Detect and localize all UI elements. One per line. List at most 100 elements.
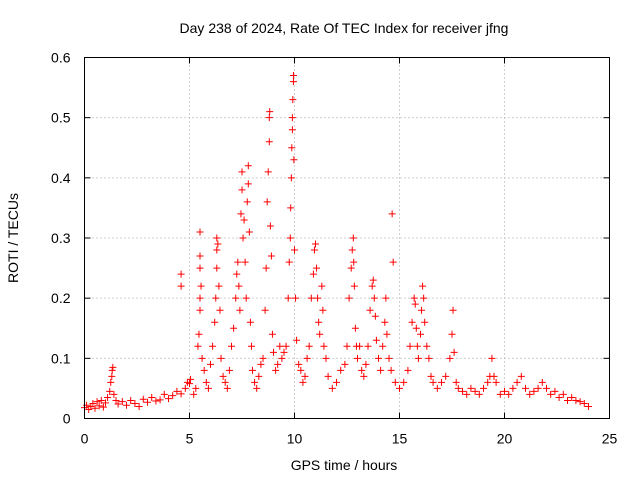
data-point <box>244 162 252 170</box>
data-point <box>118 398 126 406</box>
x-tick-label: 25 <box>602 431 618 447</box>
data-point <box>377 366 385 374</box>
data-point <box>213 264 221 272</box>
data-point <box>292 294 300 302</box>
data-point <box>217 354 225 362</box>
x-tick-label: 5 <box>186 431 194 447</box>
data-point <box>480 384 487 392</box>
data-point <box>197 282 205 290</box>
data-point <box>221 378 229 386</box>
data-point <box>245 228 253 236</box>
data-point <box>106 387 114 395</box>
data-point <box>215 282 223 290</box>
data-point <box>238 186 246 194</box>
data-point <box>534 384 542 392</box>
data-point <box>288 114 296 122</box>
data-point <box>209 342 217 350</box>
data-point <box>127 396 135 404</box>
data-point <box>289 72 297 80</box>
tick-labels: 0 5 10 15 20 25 0 0.1 0.2 0.3 0.4 0.5 0.6 <box>51 50 617 447</box>
data-point <box>225 366 233 374</box>
data-point <box>290 156 298 164</box>
data-point <box>89 399 97 407</box>
data-point <box>406 342 414 350</box>
data-point <box>454 384 462 392</box>
data-point <box>382 294 390 302</box>
data-point <box>350 258 358 266</box>
data-point <box>387 366 395 374</box>
data-point <box>152 397 160 405</box>
data-point <box>243 198 251 206</box>
y-tick-label: 0.2 <box>51 290 71 306</box>
data-point <box>264 168 272 176</box>
data-point <box>249 366 256 374</box>
data-point <box>213 234 221 242</box>
data-point <box>364 342 372 350</box>
data-point <box>223 384 231 392</box>
data-point <box>366 306 374 314</box>
data-point <box>442 372 450 380</box>
data-point <box>276 342 284 350</box>
data-point <box>350 282 358 290</box>
data-point <box>509 384 517 392</box>
data-point <box>449 306 457 314</box>
data-point <box>102 399 109 407</box>
data-point <box>266 108 274 116</box>
data-point <box>234 258 242 266</box>
data-point <box>228 342 235 350</box>
data-point <box>438 378 445 386</box>
data-point <box>351 324 359 332</box>
data-point <box>459 387 466 395</box>
data-point <box>418 306 426 314</box>
data-point <box>404 366 412 374</box>
data-point <box>190 390 198 398</box>
data-point <box>293 336 301 344</box>
data-point <box>580 399 588 407</box>
data-point <box>319 306 327 314</box>
axis-ticks <box>84 57 610 419</box>
data-point <box>412 324 420 332</box>
data-point <box>400 378 408 386</box>
data-point <box>235 282 243 290</box>
data-point <box>253 384 261 392</box>
data-point <box>320 342 328 350</box>
data-point <box>568 393 576 401</box>
data-point <box>414 354 422 362</box>
data-point <box>427 372 435 380</box>
data-point <box>492 378 500 386</box>
x-tick-label: 0 <box>81 431 89 447</box>
data-point <box>315 318 323 326</box>
data-point <box>196 228 204 236</box>
data-point <box>192 384 200 392</box>
data-point <box>450 348 458 356</box>
data-point <box>280 348 288 356</box>
y-tick-label: 0.4 <box>51 170 71 186</box>
data-point <box>173 387 181 395</box>
data-point <box>238 168 246 176</box>
data-point <box>295 360 303 368</box>
data-point <box>505 390 513 398</box>
data-point <box>274 360 282 368</box>
data-point <box>309 270 317 278</box>
data-point <box>286 234 294 242</box>
data-point <box>265 138 273 146</box>
data-point <box>255 372 263 380</box>
data-point <box>196 252 204 260</box>
data-point <box>165 395 172 403</box>
data-point <box>324 372 332 380</box>
data-point <box>379 342 387 350</box>
data-point <box>93 398 101 406</box>
data-point <box>362 360 370 368</box>
data-point <box>333 378 340 386</box>
data-point <box>538 378 546 386</box>
data-point <box>99 403 107 411</box>
data-point <box>123 401 130 409</box>
data-point <box>417 330 424 338</box>
x-tick-label: 20 <box>497 431 513 447</box>
data-point <box>108 372 116 380</box>
data-point <box>530 387 538 395</box>
data-point <box>236 306 244 314</box>
data-point <box>282 342 290 350</box>
data-point <box>219 372 227 380</box>
